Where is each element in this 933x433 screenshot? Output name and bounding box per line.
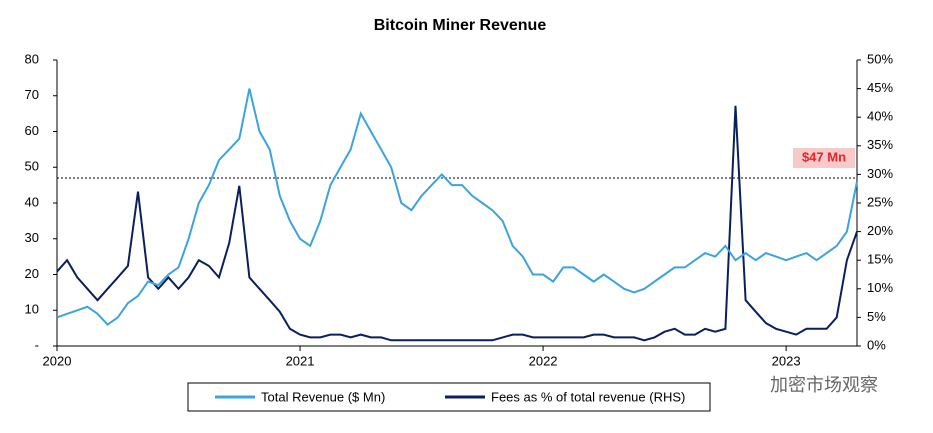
y-tick-label: 10 <box>25 302 39 317</box>
x-tick-label: 2021 <box>286 353 315 368</box>
watermark: 加密市场观察 <box>770 375 878 396</box>
y2-tick-label: 40% <box>867 109 893 124</box>
y2-tick-label: 45% <box>867 80 893 95</box>
y-tick-label: 60 <box>25 123 39 138</box>
y-tick-label: 50 <box>25 159 39 174</box>
x-tick-label: 2023 <box>772 353 801 368</box>
y2-tick-label: 10% <box>867 280 893 295</box>
legend-label: Fees as % of total revenue (RHS) <box>491 389 685 404</box>
series-line <box>56 105 858 342</box>
y2-tick-label: 35% <box>867 137 893 152</box>
x-tick-label: 2020 <box>43 353 72 368</box>
y-tick-label: 80 <box>25 51 39 66</box>
y2-tick-label: 50% <box>867 51 893 66</box>
y2-tick-label: 30% <box>867 166 893 181</box>
x-tick-label: 2022 <box>529 353 558 368</box>
series-line <box>56 88 858 326</box>
y2-tick-label: 0% <box>867 337 886 352</box>
legend-box <box>187 382 711 412</box>
chart-title: Bitcoin Miner Revenue <box>374 17 547 34</box>
y2-tick-label: 5% <box>867 309 886 324</box>
annotation-label: $47 Mn <box>802 149 846 164</box>
annotation-bg <box>793 147 855 168</box>
y-tick-label: 70 <box>25 87 39 102</box>
legend-label: Total Revenue ($ Mn) <box>261 389 385 404</box>
y2-tick-label: 25% <box>867 194 893 209</box>
y-tick-label: 20 <box>25 266 39 281</box>
y2-tick-label: 20% <box>867 223 893 238</box>
y-tick-label: 30 <box>25 230 39 245</box>
y2-tick-label: 15% <box>867 252 893 267</box>
y-tick-label: 40 <box>25 194 39 209</box>
y-tick-label: - <box>35 337 39 352</box>
